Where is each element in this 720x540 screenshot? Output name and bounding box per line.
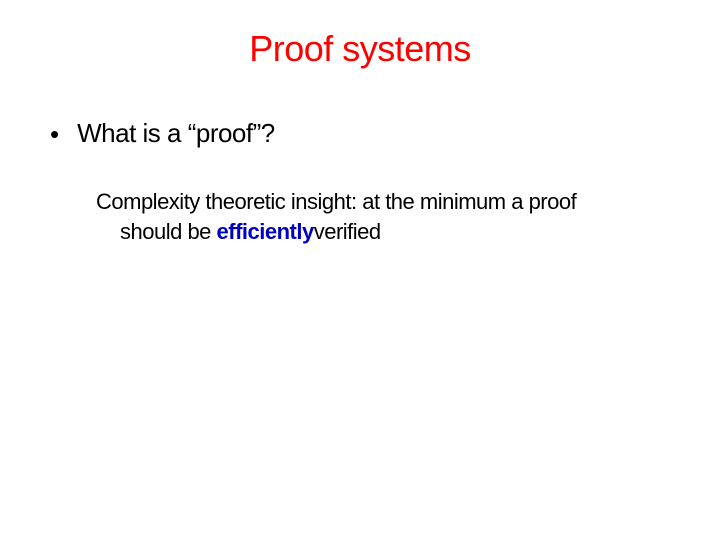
bullet-text: What is a “proof”?: [77, 118, 275, 149]
body-line-2: should be efficientlyverified: [120, 217, 620, 247]
slide-container: Proof systems • What is a “proof”? Compl…: [0, 0, 720, 540]
body-line2-prefix: should be: [120, 219, 217, 244]
slide-title: Proof systems: [40, 28, 680, 70]
body-text: Complexity theoretic insight: at the min…: [96, 187, 620, 246]
bullet-marker: •: [50, 121, 59, 147]
body-emphasis: efficiently: [217, 219, 314, 244]
bullet-item: • What is a “proof”?: [50, 118, 680, 149]
body-line-1: Complexity theoretic insight: at the min…: [96, 187, 620, 217]
body-line2-suffix: verified: [314, 219, 381, 244]
